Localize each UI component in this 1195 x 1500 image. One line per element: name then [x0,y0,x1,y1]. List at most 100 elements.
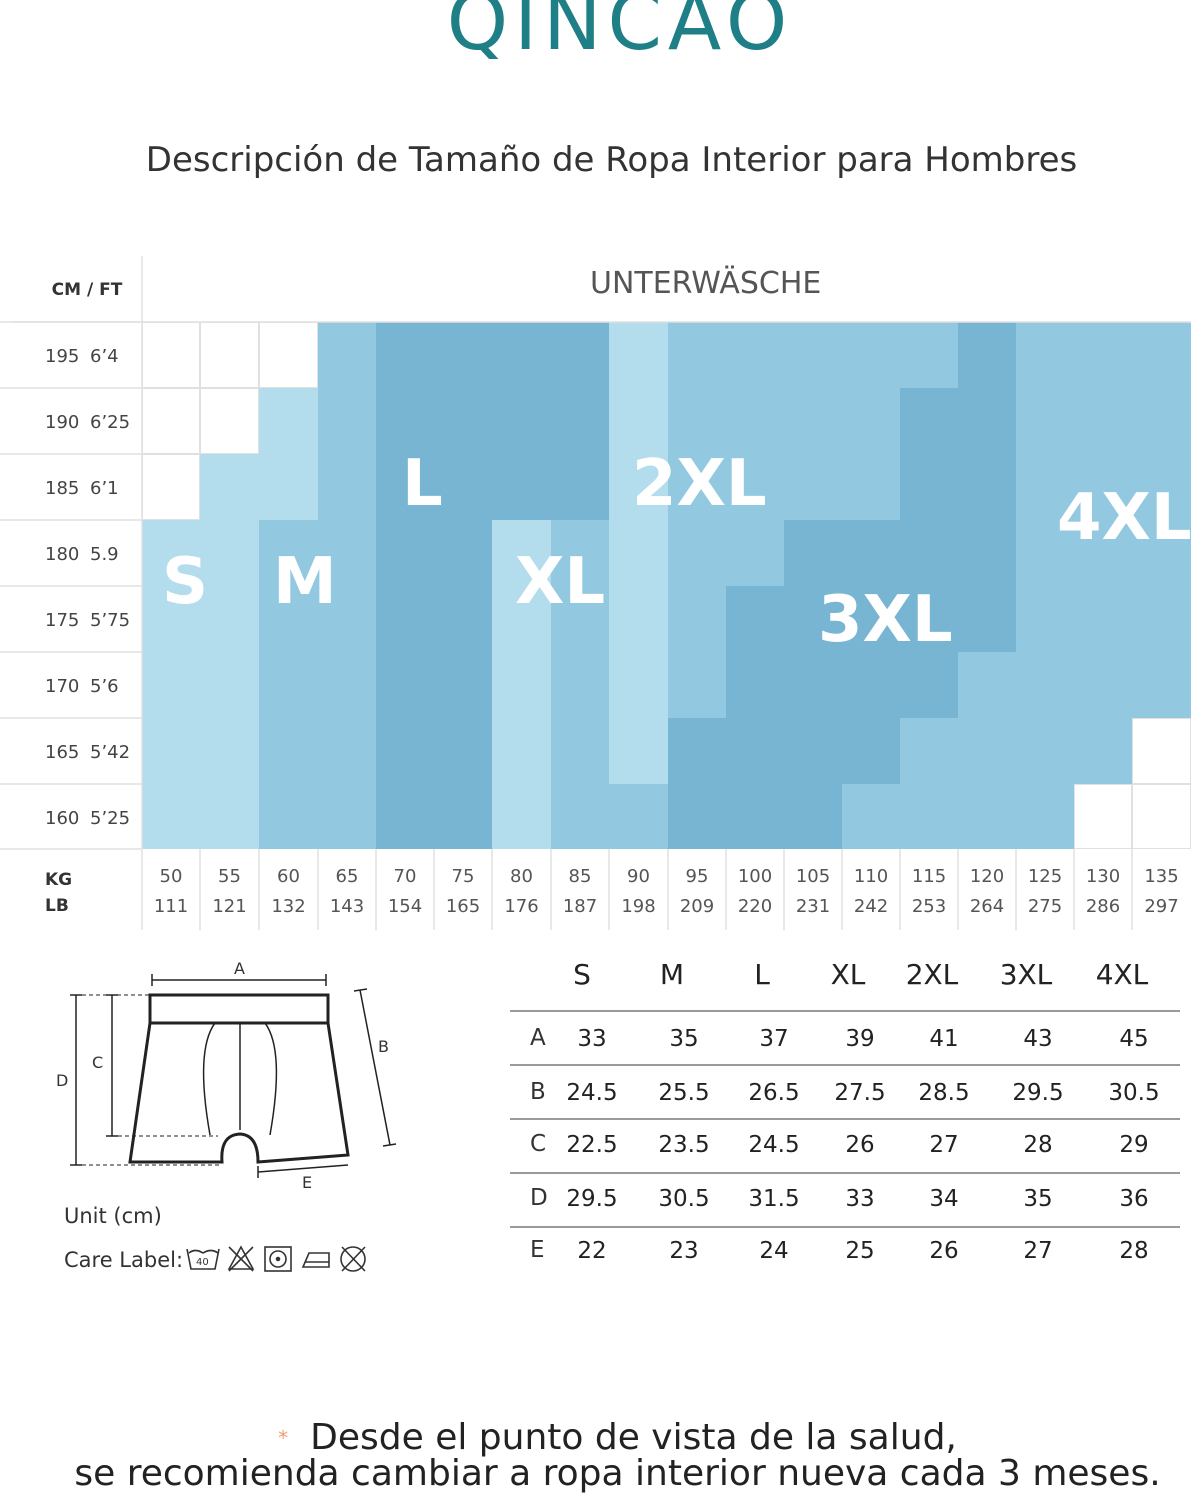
size-cell [492,718,551,784]
size-cell [609,322,668,388]
size-cell [784,718,842,784]
measurement-row-divider [510,1226,1180,1228]
size-cell [1016,784,1074,849]
size-cell [200,784,259,849]
diagram-label-c: C [92,1053,103,1072]
size-cell [376,520,434,586]
size-cell [1016,322,1074,388]
size-cell [551,520,609,586]
size-cell [842,322,900,388]
measurement-size-header: 4XL [1095,958,1149,991]
weight-kg: 55 [218,866,241,887]
size-cell [842,718,900,784]
weight-kg: 100 [737,866,773,887]
size-cell [551,454,609,520]
size-cell [492,784,551,849]
size-cell [726,322,784,388]
size-cell [1074,718,1132,784]
height-cm: 190 [45,412,80,433]
weight-lb: 121 [212,896,247,917]
weight-lb: 165 [445,896,481,917]
size-cell [1132,718,1191,784]
size-cell [1132,652,1191,718]
size-cell [492,454,551,520]
lb-label: LB [45,896,69,916]
weight-kg: 50 [159,866,183,887]
size-cell [609,454,668,520]
size-cell [1016,586,1074,652]
weight-lb: 253 [911,896,947,917]
height-ft: 5’25 [90,808,131,829]
size-cell [142,388,200,454]
corner-label: CM / FT [51,280,123,300]
height-cm: 195 [45,346,80,367]
measurement-row-label: E [530,1237,545,1263]
weight-kg: 115 [911,866,947,887]
size-cell [551,718,609,784]
measurement-size-header: L [754,958,770,991]
measurement-size-header: M [659,958,685,991]
size-cell [376,652,434,718]
size-cell [1074,388,1132,454]
size-cell [492,322,551,388]
size-cell [784,652,842,718]
measurement-size-header: 2XL [905,958,959,991]
measurement-cell: 33 [845,1186,875,1212]
weight-kg: 90 [627,866,650,887]
height-ft: 5’6 [90,676,119,697]
empty-cell-border [1132,784,1191,849]
size-cell [318,784,376,849]
measurement-cell: 36 [1119,1186,1149,1212]
measurement-row-divider [510,1172,1180,1174]
measurement-cell: 35 [1023,1186,1053,1212]
size-cell [142,718,200,784]
size-cell [784,322,842,388]
size-cell [376,718,434,784]
size-cell [1074,652,1132,718]
measurement-cell: 39 [845,1026,875,1052]
weight-lb: 220 [737,896,773,917]
brand-logo: QINCAO [446,0,794,68]
size-cell [492,520,551,586]
size-cell [726,718,784,784]
measurement-cell: 31.5 [748,1186,800,1212]
measurement-cell: 30.5 [658,1186,710,1212]
weight-kg: 135 [1144,866,1179,887]
size-cell [551,784,609,849]
weight-lb: 297 [1144,896,1179,917]
measurement-cell: 29.5 [1012,1080,1064,1106]
size-cell [434,586,492,652]
measurement-cell: 25.5 [658,1080,710,1106]
height-cm: 160 [45,808,80,829]
size-cell [842,388,900,454]
size-cell [1132,388,1191,454]
size-cell [1132,520,1191,586]
size-cell [842,652,900,718]
measurement-row-label: B [530,1079,546,1105]
height-ft: 5.9 [90,544,119,565]
unit-label: Unit (cm) [64,1204,162,1228]
empty-cell-border [1074,784,1132,849]
size-cell [900,454,958,520]
size-cell [142,454,200,520]
size-cell [609,718,668,784]
measurement-row-label: A [530,1025,546,1051]
size-cell [259,586,318,652]
size-cell [958,322,1016,388]
height-ft: 5’42 [90,742,131,763]
measurement-size-header: XL [830,958,866,991]
size-cell [1132,586,1191,652]
size-cell [318,520,376,586]
size-cell [492,586,551,652]
size-cell [1074,454,1132,520]
size-cell [200,718,259,784]
height-ft: 6’4 [90,346,119,367]
size-cell [958,586,1016,652]
health-note: * Desde el punto de vista de la salud, se… [0,1420,1195,1492]
measurement-cell: 34 [929,1186,959,1212]
note-line-1: Desde el punto de vista de la salud, [310,1417,957,1458]
size-cell [434,454,492,520]
measurement-cell: 28 [1119,1238,1149,1264]
size-cell [376,586,434,652]
size-cell [551,322,609,388]
